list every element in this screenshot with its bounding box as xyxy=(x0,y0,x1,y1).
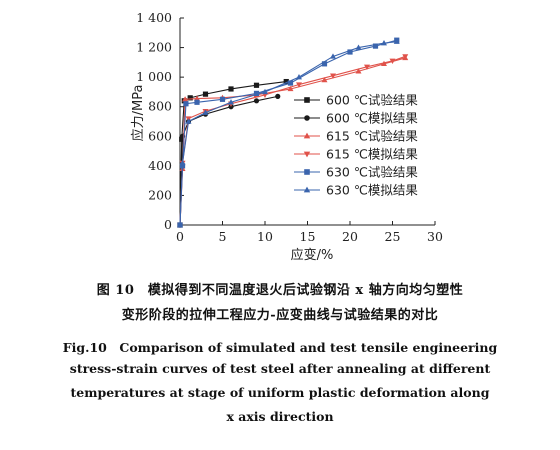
data-point xyxy=(347,49,353,55)
caption-zh-line-1: 图 10 模拟得到不同温度退火后试验钢沿 x 轴方向均匀塑性 xyxy=(96,283,464,298)
legend: 600 ℃试验结果 600 ℃模拟结果 615 ℃试验结果 615 ℃模拟结果 630 … xyxy=(294,93,418,198)
data-point xyxy=(253,82,260,88)
y-tick-label: 1 200 xyxy=(136,40,172,55)
data-point xyxy=(177,221,183,228)
data-point xyxy=(262,88,268,95)
legend-label: 615 ℃试验结果 xyxy=(326,129,418,144)
legend-entry-4: 615 ℃模拟结果 xyxy=(294,147,418,162)
x-tick-label: 5 xyxy=(219,229,227,244)
data-point xyxy=(321,61,328,67)
data-point xyxy=(364,64,370,70)
axes: 0 200 400 600 800 1 000 1 200 1 400 0 5 10 15 20 25 30 xyxy=(136,10,443,244)
data-point xyxy=(228,86,234,92)
data-point xyxy=(355,68,362,74)
legend-entry-1: 600 ℃试验结果 xyxy=(294,93,418,108)
data-point xyxy=(253,90,260,97)
legend-swatch-marker xyxy=(303,186,311,193)
data-point xyxy=(330,73,336,79)
data-point xyxy=(287,80,294,86)
legend-label: 630 ℃模拟结果 xyxy=(326,183,418,198)
legend-label: 615 ℃模拟结果 xyxy=(326,147,418,162)
data-point xyxy=(402,54,409,60)
data-point xyxy=(202,91,209,97)
data-point xyxy=(287,85,294,92)
x-tick-label: 10 xyxy=(257,229,273,244)
legend-label: 600 ℃试验结果 xyxy=(326,93,418,108)
data-point xyxy=(194,99,200,105)
data-point xyxy=(202,109,209,115)
y-tick-label: 200 xyxy=(148,187,172,202)
y-tick-label: 0 xyxy=(164,217,172,232)
data-point xyxy=(283,78,289,85)
data-point xyxy=(182,96,189,102)
data-point xyxy=(372,43,379,49)
legend-swatch-marker xyxy=(304,169,310,175)
data-point xyxy=(393,38,400,44)
x-tick-label: 15 xyxy=(300,229,316,244)
legend-swatch-marker xyxy=(303,132,311,139)
y-tick-label: 1 000 xyxy=(136,69,172,84)
series-line xyxy=(179,81,287,226)
legend-entry-2: 600 ℃模拟结果 xyxy=(294,111,418,126)
data-point xyxy=(296,82,302,88)
y-axis-label: 应力/MPa xyxy=(130,85,146,142)
series-2 xyxy=(177,93,281,228)
data-point xyxy=(321,76,328,83)
data-point xyxy=(219,96,226,102)
data-point xyxy=(185,118,192,124)
legend-label: 630 ℃试验结果 xyxy=(326,165,418,180)
y-tick-label: 600 xyxy=(148,128,172,143)
y-tick-label: 400 xyxy=(148,158,172,173)
caption-en-line-2: stress-strain curves of test steel after… xyxy=(69,361,491,376)
caption-zh-line-2: 变形阶段的拉伸工程应力-应变曲线与试验结果的对比 xyxy=(121,308,439,323)
data-point xyxy=(183,101,189,107)
data-point xyxy=(296,74,302,80)
caption-en-line-3: temperatures at stage of uniform plastic… xyxy=(70,385,490,400)
caption-en-line-4: x axis direction xyxy=(226,409,334,424)
legend-swatch-marker xyxy=(303,151,311,158)
data-point xyxy=(179,159,186,166)
y-tick-label: 1 400 xyxy=(136,10,172,25)
series-6 xyxy=(177,38,400,228)
x-tick-label: 0 xyxy=(176,229,184,244)
legend-entry-6: 630 ℃模拟结果 xyxy=(294,183,418,198)
legend-swatch-marker xyxy=(304,97,310,103)
x-axis-label: 应变/% xyxy=(291,247,334,263)
data-point xyxy=(389,58,396,64)
y-tick-label: 800 xyxy=(148,99,172,114)
x-tick-label: 25 xyxy=(385,229,401,244)
data-point xyxy=(194,95,200,101)
data-point xyxy=(187,95,193,101)
x-tick-label: 30 xyxy=(427,229,443,244)
legend-swatch-marker xyxy=(304,115,310,121)
caption-en-line-1: Fig.10 Comparison of simulated and test … xyxy=(62,340,498,355)
data-point xyxy=(330,53,336,59)
data-point xyxy=(355,44,362,50)
legend-entry-3: 615 ℃试验结果 xyxy=(294,129,418,144)
data-point xyxy=(275,93,281,99)
stress-strain-chart: 0 200 400 600 800 1 000 1 200 1 400 0 5 10 15 20 25 30… xyxy=(130,10,443,263)
legend-label: 600 ℃模拟结果 xyxy=(326,111,418,126)
x-tick-label: 20 xyxy=(342,229,358,244)
legend-entry-5: 630 ℃试验结果 xyxy=(294,165,418,180)
series-group xyxy=(177,37,409,229)
data-point xyxy=(228,99,234,105)
data-point xyxy=(253,98,260,104)
chart-figure: 0 200 400 600 800 1 000 1 200 1 400 0 5 10 15 20 25 30… xyxy=(130,10,443,263)
data-point xyxy=(179,136,185,142)
data-point xyxy=(381,40,387,46)
